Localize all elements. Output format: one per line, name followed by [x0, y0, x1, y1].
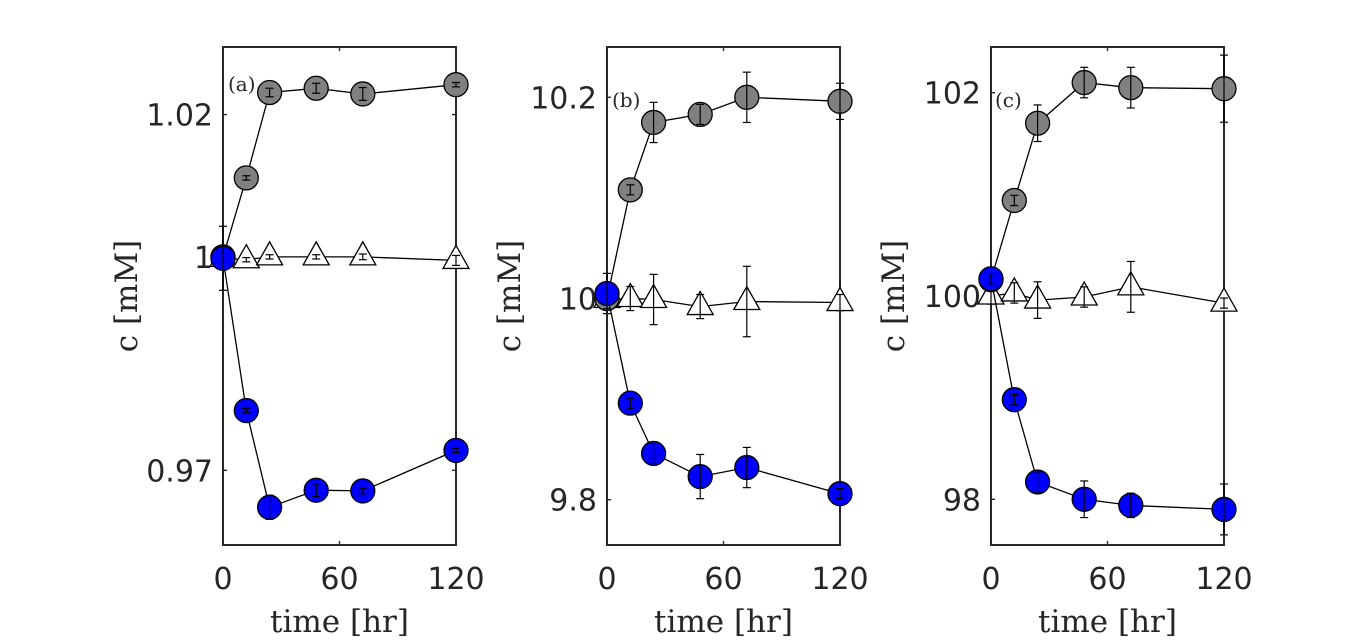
y-tick-label-a: 1.02: [146, 99, 213, 134]
panel-label-a: (a): [228, 72, 256, 96]
axis-ticks-a: 0 60 120 0.97 1 1.02: [146, 47, 485, 597]
y-tick-label-c: 102: [924, 77, 981, 112]
data-point-triangle-a: [255, 240, 284, 266]
x-tick-label-c: 60: [1088, 562, 1126, 597]
x-tick-label-b: 120: [811, 562, 868, 597]
data-marks-c: [976, 54, 1239, 536]
x-tick-label-c: 120: [1195, 562, 1252, 597]
data-point-triangle-a: [302, 240, 331, 266]
series-line-gray-circles-a: [222, 84, 457, 258]
panel-label-c: (c): [995, 88, 1022, 112]
panel-a: (a) time [hr] c [mM] 0 60 120 0.97 1 1.02: [109, 46, 485, 640]
x-axis-label-b: time [hr]: [654, 604, 793, 640]
panel-label-b: (b): [612, 88, 640, 112]
y-tick-label-b: 10: [559, 283, 597, 318]
y-tick-label-c: 100: [924, 280, 981, 315]
y-tick-label-c: 98: [943, 483, 981, 518]
x-tick-label-a: 60: [320, 562, 358, 597]
data-marks-a: [208, 72, 471, 520]
x-tick-label-b: 0: [597, 562, 616, 597]
series-line-blue-circles-a: [222, 258, 457, 509]
data-marks-b: [592, 71, 855, 507]
x-tick-label-c: 0: [981, 562, 1000, 597]
x-axis-label-c: time [hr]: [1038, 604, 1177, 640]
series-line-blue-circles-c: [990, 278, 1225, 511]
data-point-triangle-a: [232, 243, 261, 269]
data-point-triangle-a: [348, 240, 377, 266]
axis-ticks-c: 0 60 120 98 100 102: [924, 47, 1253, 597]
y-axis-label-b: c [mM]: [492, 240, 528, 353]
series-line-open-triangles-a: [222, 256, 457, 262]
x-tick-label-a: 120: [427, 562, 484, 597]
y-axis-label-c: c [mM]: [876, 240, 912, 353]
x-tick-label-b: 60: [704, 562, 742, 597]
y-tick-label-b: 9.8: [549, 484, 597, 519]
series-line-blue-circles-b: [606, 293, 841, 495]
y-tick-label-b: 10.2: [530, 81, 597, 116]
y-tick-label-a: 0.97: [146, 454, 213, 489]
panel-c: (c) time [hr] c [mM] 0 60 120 98 100 102: [876, 46, 1253, 640]
x-tick-label-a: 0: [213, 562, 232, 597]
series-line-gray-circles-c: [990, 81, 1225, 280]
axis-ticks-b: 0 60 120 9.8 10 10.2: [530, 47, 869, 597]
panel-b: (b) time [hr] c [mM] 0 60 120 9.8 10 10.2: [492, 46, 869, 640]
plot-frame-a: [222, 46, 457, 546]
y-axis-label-a: c [mM]: [109, 240, 145, 353]
y-tick-label-a: 1: [194, 241, 213, 276]
series-line-gray-circles-b: [606, 96, 841, 299]
x-axis-label-a: time [hr]: [270, 604, 409, 640]
